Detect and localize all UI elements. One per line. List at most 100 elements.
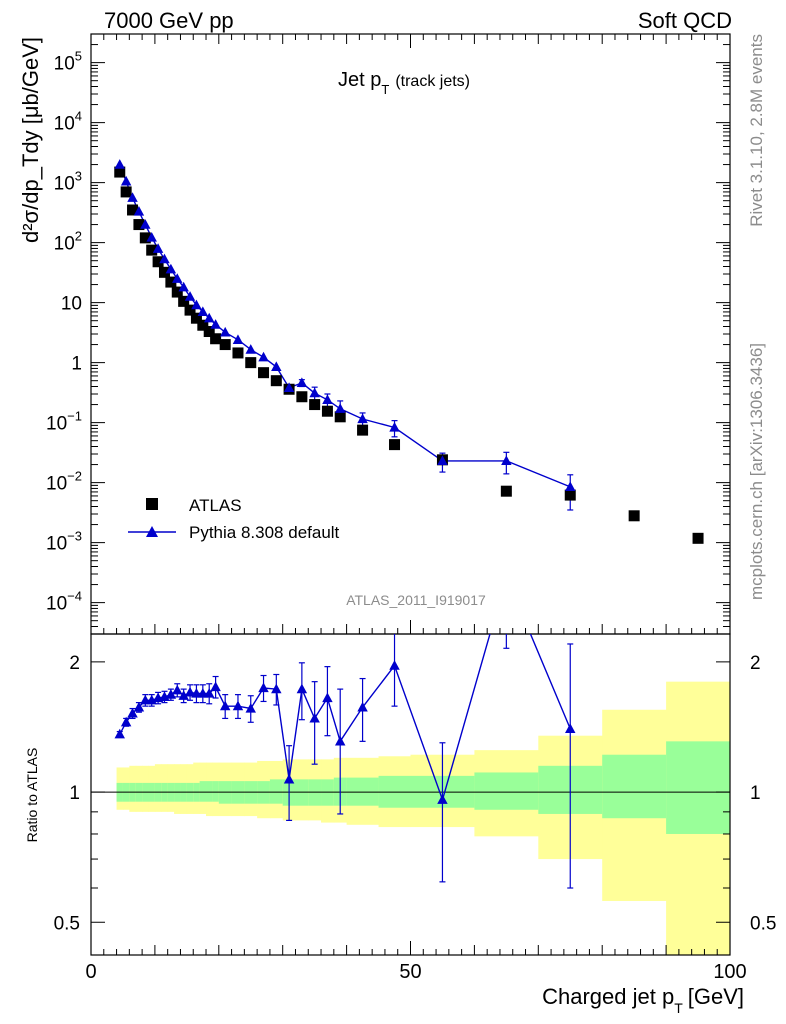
pythia-point [271, 361, 282, 371]
atlas-point [171, 286, 183, 298]
pythia-point [133, 206, 145, 216]
header-left-label: 7000 GeV pp [104, 8, 234, 33]
pythia-ratio-point [283, 773, 295, 784]
pythia-point [127, 192, 138, 202]
pythia-point [258, 351, 269, 362]
main-y-tick-label: 10−4 [46, 589, 82, 615]
chart-title-subscript: T [381, 82, 389, 97]
pythia-point [210, 319, 221, 329]
main-y-tick-base: 10 [46, 414, 67, 435]
pythia-ratio-point [165, 689, 177, 699]
pythia-ratio-point [133, 701, 145, 712]
pythia-point [219, 326, 231, 337]
x-axis-label: Charged jet pT [GeV] [542, 984, 744, 1016]
atlas-point [296, 391, 308, 403]
ratio-uncertainty-bands [116, 681, 731, 955]
pythia-ratio-point [184, 686, 196, 697]
pythia-ratio-point [565, 723, 576, 733]
pythia-ratio-point [172, 684, 183, 695]
ratio-inner-band [269, 779, 284, 804]
pythia-line [119, 164, 571, 488]
ratio-y-tick-label-right: 1 [750, 783, 761, 804]
atlas-point [334, 411, 346, 423]
main-y-tick-base: 10 [54, 114, 75, 135]
atlas-point [210, 333, 222, 345]
atlas-point [127, 204, 139, 216]
pythia-ratio-point [271, 683, 282, 694]
pythia-point [140, 219, 151, 229]
atlas-point [357, 424, 369, 436]
pythia-point [203, 312, 215, 323]
main-y-tick-base: 10 [54, 234, 75, 255]
main-y-tick-base: 10 [46, 534, 67, 555]
pythia-ratio-point [296, 683, 308, 694]
atlas-point [133, 219, 145, 231]
ratio-clipped-group [114, 634, 576, 889]
atlas-point [146, 244, 158, 256]
pythia-point [565, 481, 576, 491]
main-panel-frame [90, 33, 731, 635]
x-axis-label-suffix: [GeV] [688, 984, 744, 1009]
pythia-point [184, 291, 196, 301]
pythia-point [296, 377, 308, 387]
atlas-point [321, 405, 333, 417]
main-y-tick-exponent: −2 [67, 469, 82, 484]
pythia-point [232, 334, 244, 344]
pythia-point [178, 281, 189, 292]
pythia-point [146, 231, 157, 242]
atlas-point [258, 367, 270, 379]
main-y-tick-exponent: 4 [75, 109, 82, 124]
mcplots-credit-label: mcplots.cern.ch [arXiv:1306.3436] [747, 343, 766, 600]
pythia-point [114, 159, 125, 169]
atlas-point [158, 266, 170, 278]
main-y-tick-label: 105 [54, 49, 82, 75]
pythia-point [309, 387, 320, 398]
ratio-inner-band [666, 741, 731, 834]
legend-atlas-marker [146, 498, 158, 510]
main-y-axis-label: d²σ/dp_Tdy [μb/GeV] [18, 37, 43, 243]
main-y-tick-base: 10 [61, 294, 82, 315]
legend: ATLAS Pythia 8.308 default [128, 496, 340, 542]
ratio-y-tick-label-left: 0.5 [54, 913, 80, 934]
ratio-inner-band [602, 754, 667, 819]
pythia-point [334, 403, 346, 413]
pythia-ratio-point [219, 700, 231, 711]
legend-atlas-label: ATLAS [189, 496, 242, 515]
pythia-ratio-point [120, 716, 132, 727]
ratio-y-axis-label: Ratio to ATLAS [24, 748, 40, 843]
main-y-tick-exponent: 2 [75, 229, 82, 244]
atlas-point [500, 485, 512, 497]
main-y-tick-label: 10−2 [46, 469, 82, 495]
atlas-point [165, 276, 177, 288]
ratio-inner-band [474, 772, 539, 810]
chart-title: Jet pT (track jets) [338, 69, 470, 97]
ratio-inner-band [212, 781, 220, 802]
main-y-tick-base: 10 [46, 474, 67, 495]
ratio-inner-band [199, 781, 207, 802]
atlas-point [232, 347, 244, 359]
atlas-point [628, 510, 640, 522]
main-y-tick-label: 10 [61, 294, 82, 315]
main-y-tick-exponent: 3 [75, 169, 82, 184]
main-data-series [114, 159, 704, 544]
legend-pythia-label: Pythia 8.308 default [189, 523, 340, 542]
pythia-ratio-point [210, 681, 221, 692]
atlas-point [197, 319, 209, 331]
main-y-tick-base: 10 [54, 54, 75, 75]
main-y-tick-exponent: −4 [67, 589, 82, 604]
main-y-tick-base: 10 [54, 174, 75, 195]
atlas-point [178, 295, 190, 307]
pythia-ratio-point [127, 707, 138, 718]
ratio-y-tick-label-left: 1 [69, 783, 80, 804]
ratio-inner-band [206, 781, 213, 802]
header-right-label: Soft QCD [638, 8, 732, 33]
ratio-y-tick-label-left: 2 [69, 653, 80, 674]
atlas-point [270, 375, 282, 387]
pythia-point [501, 455, 512, 466]
x-axis-label-subscript: T [674, 1000, 683, 1016]
pythia-ratio-point [114, 728, 125, 739]
pythia-point [159, 253, 170, 264]
pythia-ratio-point [334, 735, 346, 746]
